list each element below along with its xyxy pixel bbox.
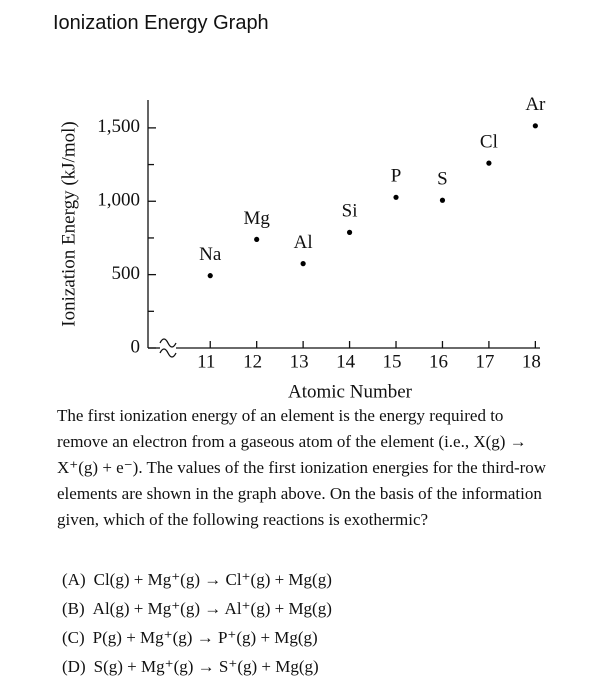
point (254, 236, 260, 243)
point (393, 194, 399, 200)
y-tick-label: 1,500 (97, 116, 140, 137)
chart: 0 500 1,000 1,500 11 12 13 14 15 16 17 18 Atomic Num… (58, 94, 546, 400)
point-label: Al (294, 232, 313, 253)
option-letter: (B) (62, 599, 85, 618)
question-text: The first ionization energy of an elemen… (57, 406, 547, 529)
point-label: Si (342, 201, 358, 222)
x-tick-label: 13 (290, 351, 309, 372)
x-axis-label: Atomic Number (288, 381, 413, 400)
x-tick-label: 14 (336, 351, 356, 372)
x-tick-label: 17 (475, 351, 494, 372)
point-label: S (437, 169, 448, 190)
y-tick-label: 1,000 (97, 190, 140, 211)
option: (B) Al(g) + Mg⁺(g) → Al⁺(g) + Mg(g) (62, 599, 332, 619)
point-label: Na (199, 244, 222, 265)
point-label: P (391, 166, 402, 187)
point (346, 229, 353, 235)
point-label: Mg (243, 208, 270, 229)
point (439, 197, 446, 203)
axis-break (159, 338, 177, 358)
title: Ionization Energy Graph (53, 12, 269, 34)
point (207, 273, 213, 279)
option-text: Cl(g) + Mg⁺(g) → Cl⁺(g) + Mg(g) (93, 570, 332, 589)
option-text: Al(g) + Mg⁺(g) → Al⁺(g) + Mg(g) (92, 599, 332, 618)
point (532, 123, 538, 129)
option-text: S(g) + Mg⁺(g) → S⁺(g) + Mg(g) (93, 657, 319, 676)
y-axis-label: Ionization Energy (kJ/mol) (58, 121, 79, 326)
y-tick-label: 0 (131, 336, 141, 357)
x-tick-label: 18 (522, 351, 541, 372)
point-label: Cl (480, 131, 498, 152)
point (486, 160, 492, 166)
point-label: Ar (525, 94, 546, 115)
option-text: P(g) + Mg⁺(g) → P⁺(g) + Mg(g) (92, 628, 318, 647)
option: (D) S(g) + Mg⁺(g) → S⁺(g) + Mg(g) (62, 657, 319, 677)
option: (C) P(g) + Mg⁺(g) → P⁺(g) + Mg(g) (62, 628, 318, 648)
option-letter: (D) (62, 657, 86, 676)
x-tick-label: 16 (429, 351, 448, 372)
point (300, 261, 306, 267)
x-tick-label: 12 (243, 351, 262, 372)
y-tick-label: 500 (112, 263, 141, 284)
option-letter: (C) (62, 628, 85, 647)
x-tick-label: 15 (383, 351, 402, 372)
option-letter: (A) (62, 570, 86, 589)
x-tick-label: 11 (197, 351, 215, 372)
option: (A) Cl(g) + Mg⁺(g) → Cl⁺(g) + Mg(g) (62, 570, 332, 590)
